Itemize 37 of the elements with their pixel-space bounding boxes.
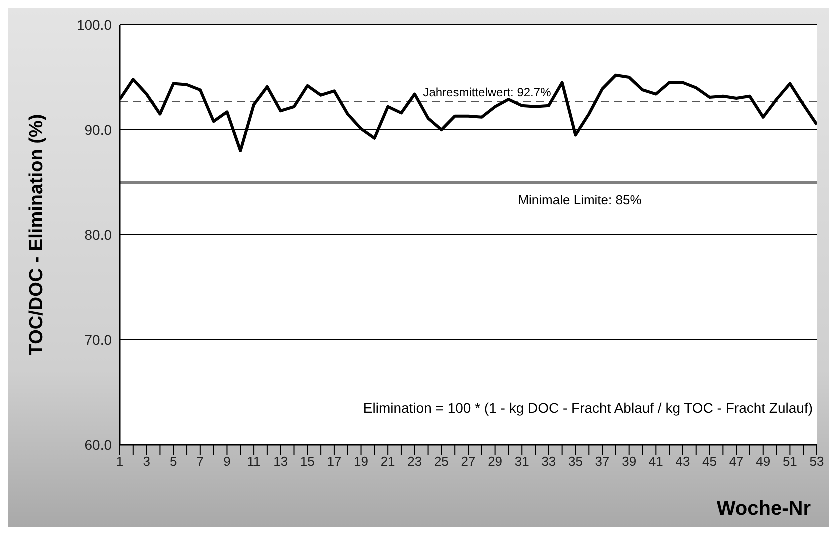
x-tick-label: 3 <box>143 454 150 470</box>
y-tick-label: 60.0 <box>84 436 112 453</box>
x-tick-label: 37 <box>595 454 610 470</box>
x-tick-label: 51 <box>782 454 798 470</box>
x-tick-label: 29 <box>488 454 503 470</box>
y-tick-label: 90.0 <box>84 122 112 138</box>
x-axis-title: Woche-Nr <box>716 498 811 521</box>
x-tick-label: 49 <box>756 454 771 470</box>
x-tick-label: 35 <box>568 454 583 470</box>
y-tick-label: 70.0 <box>84 332 112 348</box>
x-tick-label: 9 <box>224 454 231 470</box>
x-tick-label: 41 <box>648 454 664 470</box>
x-tick-label: 23 <box>408 454 422 470</box>
x-tick-label: 13 <box>274 454 288 470</box>
x-tick-label: 43 <box>676 454 690 470</box>
x-tick-label: 15 <box>300 454 315 470</box>
ref-line-label: Jahresmittelwert: 92.7% <box>423 86 552 100</box>
x-tick-label: 39 <box>622 454 637 470</box>
x-tick-label: 27 <box>461 454 476 470</box>
x-tick-label: 53 <box>810 454 824 470</box>
y-tick-label: 100.0 <box>76 16 112 33</box>
x-tick-label: 19 <box>354 454 369 470</box>
y-axis-title: TOC/DOC - Elimination (%) <box>26 114 48 356</box>
x-tick-label: 5 <box>170 454 178 470</box>
x-tick-label: 7 <box>196 454 204 470</box>
y-tick-label: 80.0 <box>84 226 112 243</box>
x-tick-label: 25 <box>434 454 449 470</box>
x-tick-label: 11 <box>247 454 261 470</box>
x-tick-label: 17 <box>327 454 342 470</box>
x-tick-label: 1 <box>116 454 124 470</box>
x-tick-label: 31 <box>514 454 530 470</box>
x-tick-label: 45 <box>702 454 718 470</box>
x-tick-label: 47 <box>729 454 744 470</box>
ref-line-label: Minimale Limite: 85% <box>518 192 642 208</box>
x-tick-label: 33 <box>542 454 556 470</box>
x-tick-label: 21 <box>380 454 396 470</box>
annotation: Elimination = 100 * (1 - kg DOC - Fracht Ablauf / kg TOC - Fracht Zulauf) <box>363 400 813 416</box>
